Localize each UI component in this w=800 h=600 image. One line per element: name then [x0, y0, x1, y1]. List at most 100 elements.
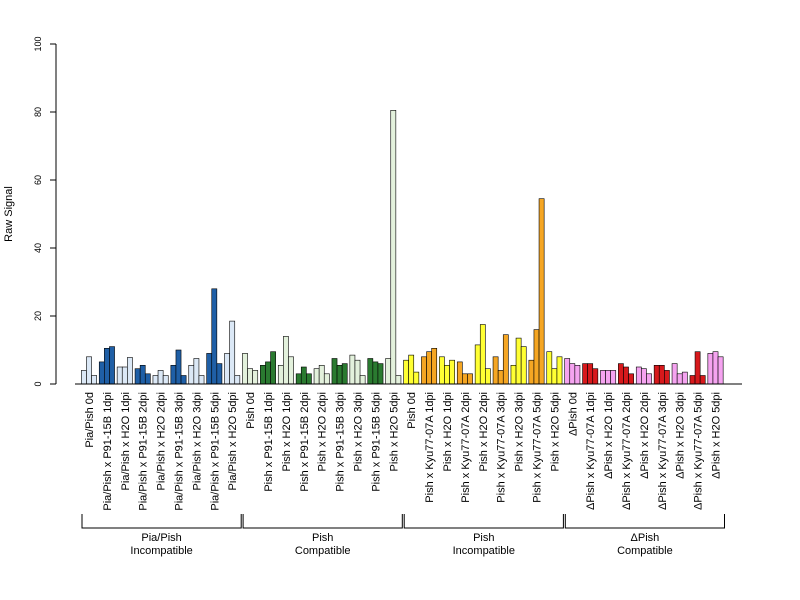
bar	[551, 368, 558, 385]
bar	[538, 198, 545, 385]
bar	[229, 320, 236, 385]
bar	[86, 356, 92, 385]
x-tick-label: Pia/Pish 0d	[84, 392, 96, 448]
bar	[658, 364, 665, 385]
bar	[492, 356, 499, 385]
bar	[462, 373, 468, 385]
bar	[681, 371, 688, 385]
x-tick-label: Pish 0d	[245, 392, 257, 429]
bar	[403, 359, 409, 385]
bar	[318, 364, 325, 385]
bar	[206, 353, 213, 385]
bar	[121, 366, 128, 385]
bar	[712, 351, 719, 385]
x-tick-label: Pish x Kyu77-07A 2dpi	[460, 392, 472, 503]
bar	[610, 370, 617, 385]
bar	[260, 364, 266, 385]
group-sublabel: Compatible	[295, 545, 351, 557]
bar	[247, 368, 253, 385]
bar	[265, 361, 271, 385]
x-tick-label: Pish x Kyu77-07A 1dpi	[424, 392, 436, 503]
bar	[116, 366, 123, 385]
bar	[157, 370, 164, 385]
bars	[81, 110, 724, 385]
bar	[127, 357, 133, 385]
bar	[270, 351, 276, 385]
bar	[479, 324, 486, 385]
bar	[162, 375, 169, 385]
y-tick-label: 0	[33, 381, 43, 386]
x-tick-label: Pish x H2O 3dpi	[514, 392, 526, 471]
bar	[699, 375, 706, 385]
bar	[485, 368, 491, 385]
bar	[188, 364, 195, 385]
y-tick-label: 40	[33, 243, 43, 253]
bar	[354, 359, 361, 385]
bar	[502, 334, 509, 385]
bar	[421, 356, 427, 385]
bar	[618, 363, 624, 385]
y-tick-label: 80	[33, 107, 43, 117]
x-tick-label: Pish x H2O 1dpi	[281, 392, 293, 471]
x-tick-label: Pia/Pish x P91-15B 2dpi	[138, 392, 150, 511]
bar	[582, 363, 588, 385]
x-tick-label: Pish x Kyu77-07A 5dpi	[532, 392, 544, 503]
bar	[497, 370, 504, 385]
bar	[546, 351, 553, 385]
bar	[707, 353, 714, 385]
bar	[211, 288, 218, 385]
bar	[295, 373, 302, 385]
bar	[152, 375, 159, 385]
bar	[331, 358, 338, 385]
x-tick-label: ΔPish x H2O 5dpi	[711, 392, 723, 479]
bar	[600, 370, 606, 385]
bar	[717, 356, 724, 385]
bar	[569, 363, 576, 385]
x-tick-label: Pish x H2O 2dpi	[317, 392, 329, 471]
bar	[623, 366, 629, 385]
bar	[144, 373, 151, 385]
bar	[641, 368, 647, 385]
bar	[556, 356, 563, 385]
bar	[300, 366, 307, 385]
group-label: Pia/Pish	[141, 532, 181, 544]
bar	[694, 351, 701, 385]
bar	[456, 361, 463, 385]
bar	[439, 356, 445, 385]
bar	[574, 364, 581, 385]
bar	[592, 368, 599, 385]
bar	[104, 347, 110, 385]
x-tick-label: Pia/Pish x H2O 5dpi	[227, 392, 239, 490]
x-tick-label: Pish x P91-15B 2dpi	[299, 392, 311, 492]
x-tick-label: Pia/Pish x H2O 1dpi	[120, 392, 132, 490]
y-axis-label: Raw Signal	[3, 186, 15, 242]
y-tick-label: 60	[33, 175, 43, 185]
bar	[81, 370, 87, 385]
group-bracket	[242, 514, 403, 529]
bar	[664, 370, 670, 385]
bar	[175, 349, 182, 385]
bar	[474, 344, 481, 385]
bar	[467, 373, 473, 385]
bar	[98, 361, 105, 385]
bar	[515, 337, 522, 385]
bar	[510, 364, 517, 385]
x-tick-labels: Pia/Pish 0d Pia/Pish x P91-15B 1dpi Pia/Pi…	[84, 392, 723, 511]
bar	[635, 366, 642, 385]
bar	[277, 364, 284, 385]
bar	[306, 373, 312, 385]
x-tick-label: ΔPish x H2O 2dpi	[639, 392, 651, 479]
x-tick-label: Pish x P91-15B 1dpi	[263, 392, 275, 492]
bar	[193, 358, 200, 385]
group-bracket	[81, 514, 242, 529]
bar	[234, 375, 241, 385]
bar	[349, 354, 356, 385]
group-bracket	[403, 514, 564, 529]
y-axis: 0 20 40 60 80 100	[33, 36, 57, 387]
group-label: ΔPish	[631, 532, 660, 544]
bar	[646, 373, 652, 385]
bar	[252, 370, 259, 385]
x-tick-label: Pia/Pish x P91-15B 1dpi	[102, 392, 114, 511]
group-label: Pish	[473, 532, 494, 544]
